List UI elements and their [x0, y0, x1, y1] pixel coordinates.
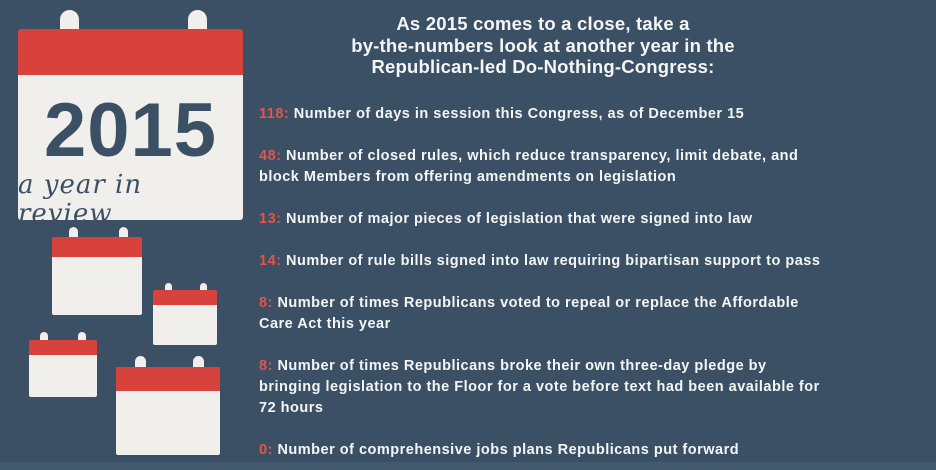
stat-number: 13:	[259, 211, 282, 227]
headline-line-1: As 2015 comes to a close, take a	[396, 13, 690, 34]
headline-line-3: Republican-led Do-Nothing-Congress:	[371, 56, 715, 77]
stat-text: Number of rule bills signed into law req…	[286, 253, 821, 269]
stat-three-day-pledge: 8: Number of times Republicans broke the…	[259, 356, 929, 419]
footer-divider	[0, 462, 936, 470]
calendar-page	[29, 355, 97, 397]
calendar-header-bar	[29, 340, 97, 355]
calendar-page: 2015 a year in review	[18, 75, 243, 228]
stat-number: 14:	[259, 253, 282, 269]
stat-text: Number of times Republicans voted to rep…	[259, 295, 799, 332]
calendar-page	[52, 257, 142, 315]
stat-number: 48:	[259, 148, 282, 164]
stat-number: 8:	[259, 358, 273, 374]
calendar-header-bar	[116, 367, 220, 391]
stat-number: 0:	[259, 442, 273, 458]
stat-rule-bills: 14: Number of rule bills signed into law…	[259, 251, 929, 272]
calendar-header-bar	[18, 29, 243, 75]
stat-text: Number of times Republicans broke their …	[259, 358, 820, 416]
large-calendar: 2015 a year in review	[18, 10, 243, 228]
stat-number: 8:	[259, 295, 273, 311]
stat-text: Number of major pieces of legislation th…	[286, 211, 753, 227]
headline-line-2: by-the-numbers look at another year in t…	[351, 34, 735, 56]
calendar-header-bar	[52, 237, 142, 257]
year-caption: a year in review	[18, 170, 143, 229]
stat-major-legislation: 13: Number of major pieces of legislatio…	[259, 209, 929, 230]
year-text: 2015	[43, 88, 218, 173]
calendar-header-bar	[153, 290, 217, 305]
stat-text: Number of closed rules, which reduce tra…	[259, 148, 799, 185]
stat-days-in-session: 118: Number of days in session this Cong…	[259, 104, 929, 125]
stat-list: 118: Number of days in session this Cong…	[259, 104, 929, 470]
stat-jobs-plans: 0: Number of comprehensive jobs plans Re…	[259, 440, 929, 461]
stat-number: 118:	[259, 106, 290, 122]
stat-closed-rules: 48: Number of closed rules, which reduce…	[259, 146, 929, 188]
calendar-page	[153, 305, 217, 345]
stat-aca-repeal-votes: 8: Number of times Republicans voted to …	[259, 293, 929, 335]
stat-text: Number of days in session this Congress,…	[293, 106, 745, 122]
headline: As 2015 comes to a close, take a by-the-…	[259, 13, 827, 78]
calendar-page	[116, 391, 220, 455]
stat-text: Number of comprehensive jobs plans Repub…	[277, 442, 740, 458]
